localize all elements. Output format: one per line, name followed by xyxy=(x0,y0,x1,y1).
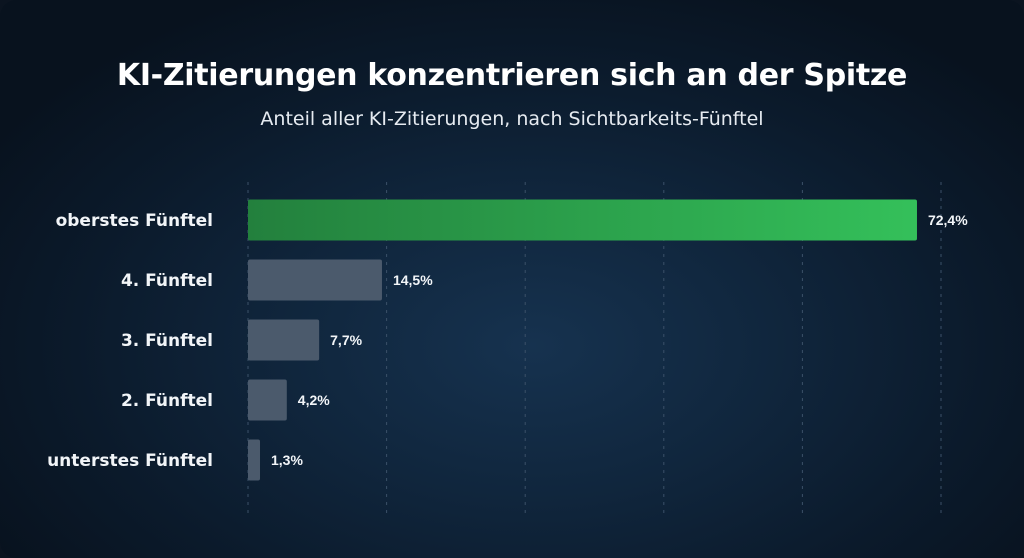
value-label: 4,2% xyxy=(298,392,330,408)
value-label: 14,5% xyxy=(393,272,433,288)
bar xyxy=(248,379,287,421)
chart-subtitle: Anteil aller KI-Zitierungen, nach Sichtb… xyxy=(260,108,764,130)
category-label: unterstes Fünftel xyxy=(47,451,213,471)
chart-title: KI-Zitierungen konzentrieren sich an der… xyxy=(116,58,908,93)
bar xyxy=(248,439,261,481)
category-label: 2. Fünftel xyxy=(121,391,213,411)
category-label: oberstes Fünftel xyxy=(56,211,213,231)
value-label: 1,3% xyxy=(271,452,303,468)
labels: oberstes Fünftel 72,4% 4. Fünftel 14,5% 3. F… xyxy=(47,211,968,471)
category-label: 3. Fünftel xyxy=(121,331,213,351)
bar xyxy=(248,259,382,301)
bar-highlight xyxy=(248,199,917,241)
bar xyxy=(248,319,320,361)
value-label: 72,4% xyxy=(928,212,968,228)
value-label: 7,7% xyxy=(330,332,362,348)
bars xyxy=(248,199,917,481)
category-label: 4. Fünftel xyxy=(121,271,213,291)
